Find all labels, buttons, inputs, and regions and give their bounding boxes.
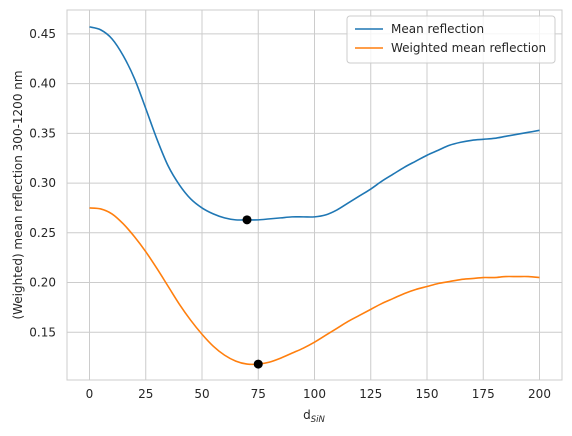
legend-label-mean-reflection: Mean reflection (391, 22, 484, 36)
x-tick-label: 100 (303, 387, 326, 401)
y-tick-label: 0.30 (29, 176, 56, 190)
y-tick-label: 0.40 (29, 77, 56, 91)
marker-layer (242, 215, 263, 369)
series-line-mean-reflection (89, 26, 540, 221)
y-axis-label: (Weighted) mean reflection 300-1200 nm (11, 70, 25, 319)
gridlines (67, 10, 562, 380)
plot-frame (66, 9, 563, 381)
x-tick-label: 25 (138, 387, 153, 401)
x-axis-label-main: d (303, 408, 311, 422)
minimum-marker (253, 359, 263, 369)
x-tick-label: 50 (194, 387, 209, 401)
x-tick-label: 150 (416, 387, 439, 401)
series-line-weighted-mean-reflection (89, 207, 540, 366)
x-tick-label: 75 (251, 387, 266, 401)
x-tick-label: 175 (472, 387, 495, 401)
x-axis-label-subscript: SiN (311, 415, 326, 425)
legend: Mean reflection Weighted mean reflection (346, 15, 556, 64)
y-tick-label: 0.45 (29, 27, 56, 41)
y-tick-label: 0.20 (29, 276, 56, 290)
legend-label-weighted-mean-reflection: Weighted mean reflection (391, 41, 546, 55)
legend-box (346, 15, 556, 64)
x-tick-label: 125 (359, 387, 382, 401)
y-tick-labels: 0.15 0.20 0.25 0.30 0.35 0.40 0.45 (29, 27, 56, 339)
x-axis-label: dSiN (303, 408, 325, 425)
y-tick-label: 0.15 (29, 325, 56, 339)
minimum-marker (242, 215, 252, 225)
x-tick-label: 0 (86, 387, 94, 401)
x-tick-labels: 0 25 50 75 100 125 150 175 200 (86, 387, 551, 401)
y-tick-label: 0.25 (29, 226, 56, 240)
x-tick-label: 200 (528, 387, 551, 401)
y-tick-label: 0.35 (29, 126, 56, 140)
series-layer (89, 26, 540, 366)
